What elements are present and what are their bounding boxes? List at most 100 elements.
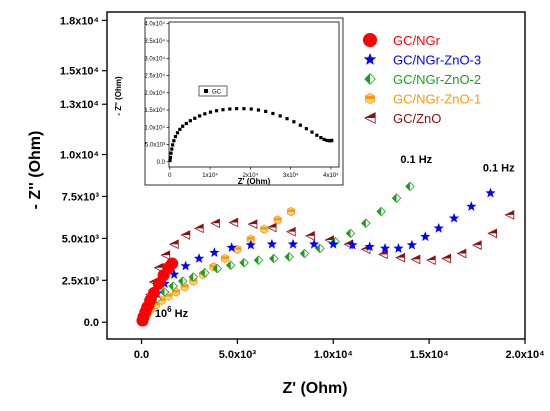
inset-data-point bbox=[214, 109, 219, 113]
inset-y-tick-label: 3.5x10⁴ bbox=[144, 38, 165, 45]
y-tick-label: 1.3x10⁴ bbox=[60, 99, 99, 111]
inset-data-point bbox=[322, 137, 326, 141]
inset-plot-frame bbox=[168, 21, 340, 168]
inset-data-point bbox=[242, 107, 246, 111]
x-tick-label: 1.0x10⁴ bbox=[314, 349, 353, 361]
data-point bbox=[395, 252, 405, 263]
data-point bbox=[420, 231, 431, 242]
data-point bbox=[361, 218, 371, 229]
data-point bbox=[266, 222, 277, 233]
data-point bbox=[425, 255, 436, 266]
data-point bbox=[180, 230, 191, 240]
legend-label: GC/NGr-ZnO-2 bbox=[393, 72, 481, 87]
legend-marker bbox=[363, 33, 377, 47]
legend-label: GC/NGr-ZnO-3 bbox=[393, 53, 481, 68]
data-point bbox=[225, 260, 236, 270]
inset-data-point bbox=[173, 135, 178, 139]
data-point bbox=[166, 257, 179, 270]
data-point bbox=[273, 215, 282, 225]
inset-data-point bbox=[221, 108, 225, 112]
inset-x-tick-label: 3x10⁴ bbox=[283, 172, 299, 179]
inset-data-point bbox=[172, 139, 176, 143]
data-point bbox=[269, 253, 279, 264]
inset-data-point bbox=[304, 127, 308, 131]
series-group bbox=[136, 181, 515, 327]
inset-y-tick-label: 4.0x10⁴ bbox=[144, 21, 165, 28]
data-point bbox=[299, 248, 310, 259]
legend-item: GC/NGr-ZnO-2 bbox=[364, 72, 481, 87]
data-point bbox=[160, 250, 171, 261]
data-point bbox=[405, 181, 415, 192]
y-tick-label: 1.8x10⁴ bbox=[60, 15, 99, 27]
inset-data-point bbox=[193, 116, 197, 120]
inset-legend-marker bbox=[204, 89, 208, 93]
inset-y-tick-label: 0.0 bbox=[157, 160, 166, 166]
inset-data-point bbox=[325, 138, 329, 143]
y-tick-label: 2.5x10³ bbox=[62, 275, 100, 287]
inset-x-tick-label: 2x10⁴ bbox=[243, 172, 259, 179]
data-point bbox=[345, 228, 356, 239]
inset-series-group bbox=[168, 107, 334, 163]
data-point bbox=[180, 260, 191, 271]
x-tick-label: 1.5x10⁴ bbox=[410, 349, 449, 361]
y-tick-label: 1.5x10⁴ bbox=[60, 66, 99, 78]
inset-data-point bbox=[170, 147, 174, 151]
data-point bbox=[456, 248, 467, 259]
data-point bbox=[253, 255, 264, 265]
legend-marker bbox=[365, 92, 375, 105]
frequency-annotation-high: 106 Hz bbox=[155, 305, 189, 320]
data-point bbox=[410, 254, 421, 265]
data-point bbox=[485, 187, 496, 198]
inset-y-tick-label: 2.0x10⁴ bbox=[144, 90, 165, 97]
series-gc-ngr-zno-2 bbox=[137, 181, 415, 326]
y-tick-label: 0.0 bbox=[84, 317, 99, 329]
inset-x-tick-label: 0 bbox=[168, 173, 172, 179]
legend-marker bbox=[363, 112, 376, 124]
inset-chart: 0 1x10⁴ 2x10⁴ 3x10⁴ 4x10⁴ 0.0 5.0x10³ 1.0x10⁴ 1.… bbox=[114, 17, 344, 186]
inset-data-point bbox=[249, 107, 253, 111]
data-point bbox=[441, 253, 451, 264]
legend-marker bbox=[364, 73, 376, 85]
inset-y-axis-label: - Z'' (Ohm) bbox=[114, 76, 123, 116]
data-point bbox=[504, 210, 515, 220]
legend-label: GC/NGr-ZnO-1 bbox=[393, 92, 481, 107]
data-point bbox=[315, 243, 325, 254]
inset-tick-group: 0 1x10⁴ 2x10⁴ 3x10⁴ 4x10⁴ 0.0 5.0x10³ 1.0x10⁴ 1.… bbox=[144, 21, 339, 179]
inset-y-tick-label: 5.0x10³ bbox=[145, 143, 165, 149]
inset-data-point bbox=[188, 119, 192, 123]
inset-data-point bbox=[256, 108, 261, 112]
data-point bbox=[239, 257, 249, 268]
data-point bbox=[209, 247, 220, 258]
inset-legend-box bbox=[198, 85, 228, 97]
data-point bbox=[448, 212, 460, 223]
data-point bbox=[266, 238, 278, 249]
data-point bbox=[147, 286, 160, 299]
inset-data-point bbox=[327, 139, 331, 143]
legend-item: GC/NGr-ZnO-1 bbox=[365, 92, 481, 107]
inset-y-tick-label: 3.0x10⁴ bbox=[144, 55, 165, 62]
inset-data-point bbox=[298, 123, 302, 127]
x-tick-label: 5.0x10³ bbox=[219, 349, 257, 361]
data-point bbox=[188, 272, 199, 282]
inset-data-point bbox=[171, 143, 175, 147]
y-tick-label: 5.0x10³ bbox=[62, 233, 100, 245]
data-point bbox=[487, 228, 498, 239]
data-point bbox=[193, 253, 205, 263]
frequency-annotation-low-zno2: 0.1 Hz bbox=[400, 154, 432, 166]
legend-item: GC/ZnO bbox=[363, 111, 441, 126]
inset-data-point bbox=[228, 107, 232, 111]
data-point bbox=[285, 226, 296, 237]
inset-data-point bbox=[264, 109, 268, 114]
inset-data-point bbox=[178, 127, 182, 131]
inset-data-point bbox=[184, 121, 188, 126]
data-point bbox=[308, 238, 320, 249]
inset-data-point bbox=[330, 138, 334, 143]
data-point bbox=[193, 223, 204, 234]
inset-data-point bbox=[203, 112, 207, 116]
inset-y-tick-label: 1.5x10⁴ bbox=[144, 107, 165, 114]
legend-marker bbox=[363, 52, 377, 65]
inset-x-axis-label: Z' (Ohm) bbox=[238, 177, 271, 186]
inset-y-tick-label: 1.0x10⁴ bbox=[144, 124, 165, 131]
data-point bbox=[200, 267, 210, 278]
inset-data-point bbox=[168, 155, 173, 159]
